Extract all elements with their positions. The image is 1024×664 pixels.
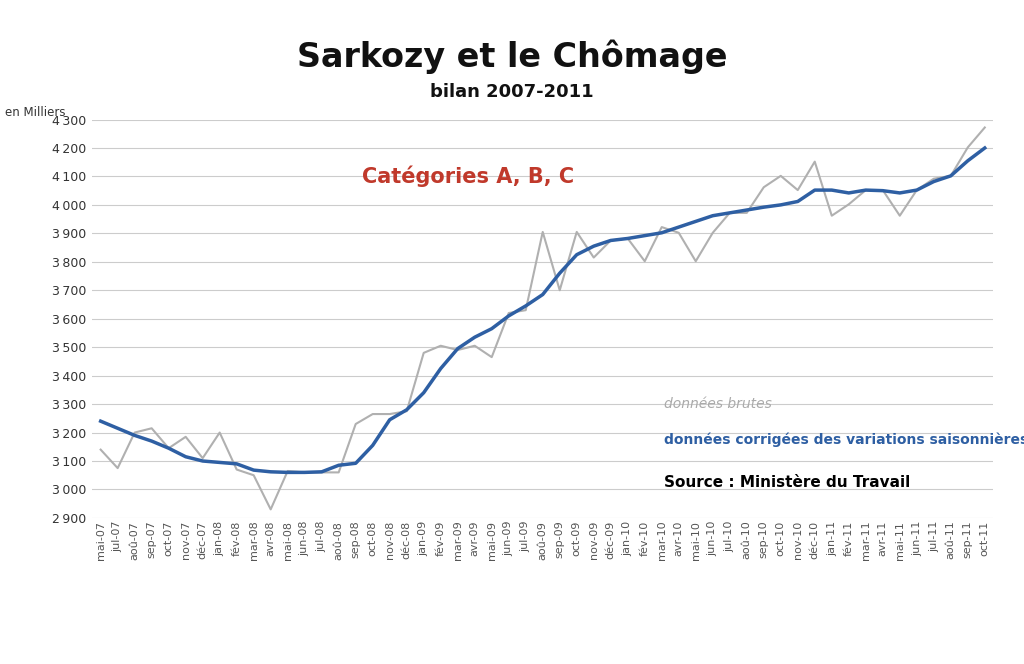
Text: en Milliers: en Milliers bbox=[5, 106, 66, 120]
Text: bilan 2007-2011: bilan 2007-2011 bbox=[430, 83, 594, 101]
Text: Source : Ministère du Travail: Source : Ministère du Travail bbox=[665, 475, 910, 489]
Text: données brutes: données brutes bbox=[665, 397, 772, 412]
Text: Catégories A, B, C: Catégories A, B, C bbox=[362, 166, 574, 187]
Text: données corrigées des variations saisonnières: données corrigées des variations saisonn… bbox=[665, 433, 1024, 448]
Text: Sarkozy et le Chômage: Sarkozy et le Chômage bbox=[297, 40, 727, 74]
